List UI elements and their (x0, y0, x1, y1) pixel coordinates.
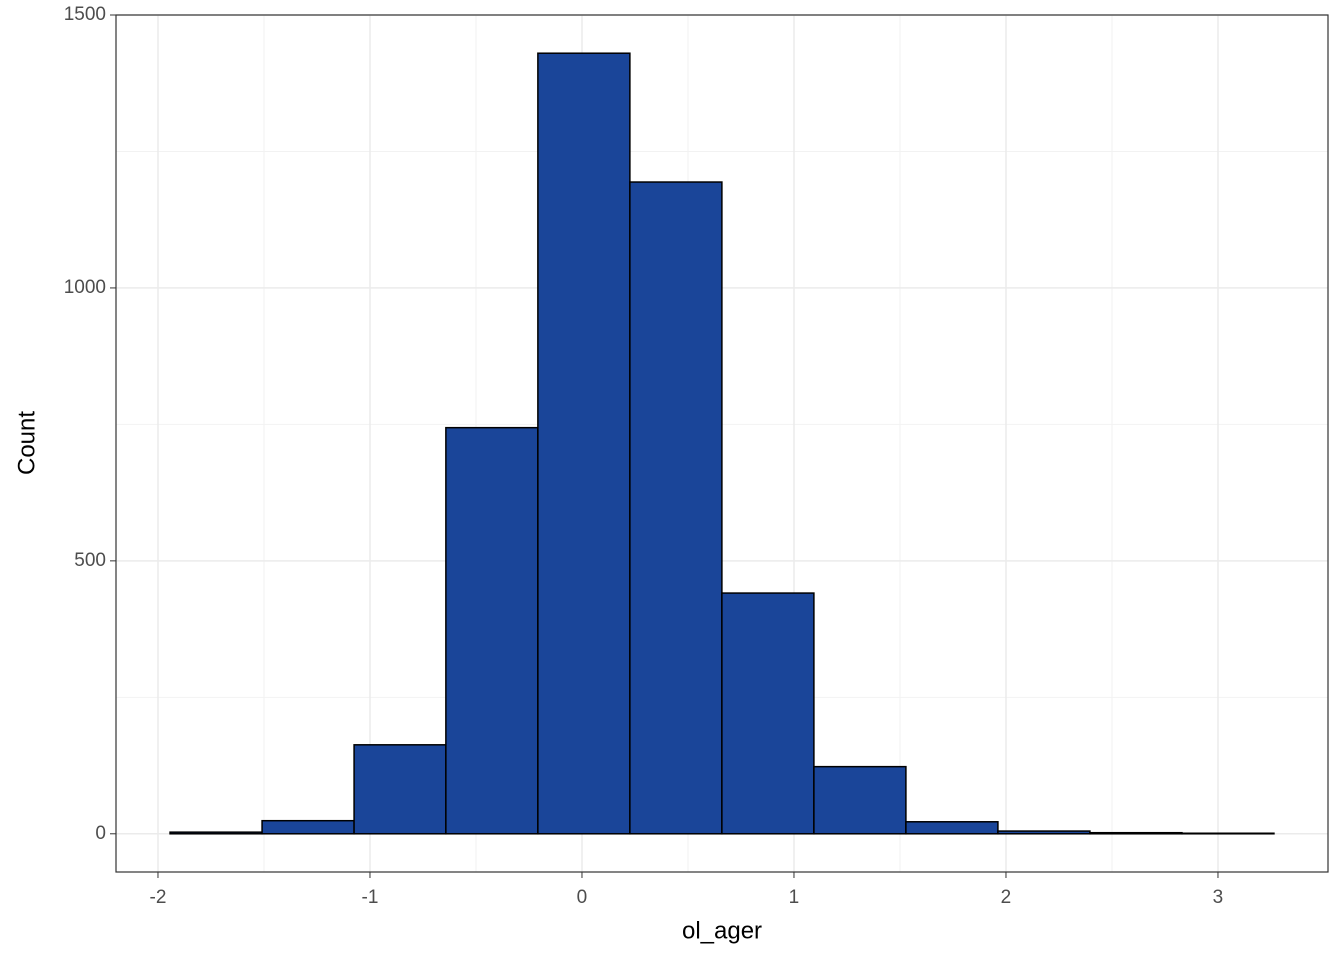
bar (721, 592, 815, 835)
bar (905, 821, 999, 835)
x-tick-label: -2 (150, 887, 167, 908)
bar (445, 426, 539, 835)
x-tick-label: 3 (1213, 887, 1224, 908)
x-tick-label: 0 (577, 887, 588, 908)
y-tick-label: 1000 (64, 277, 106, 298)
x-tick-label: 2 (1001, 887, 1012, 908)
bar (629, 181, 723, 835)
y-tick-label: 1500 (64, 4, 106, 25)
x-tick-label: -1 (362, 887, 379, 908)
y-axis-title: Count (13, 411, 40, 475)
bar (169, 831, 263, 835)
x-axis-title: ol_ager (682, 917, 762, 944)
y-tick-label: 0 (95, 823, 106, 844)
bar (353, 744, 447, 835)
bar (997, 830, 1091, 835)
bar (813, 765, 907, 835)
bar (1181, 832, 1275, 835)
bar (1089, 831, 1183, 835)
plot-border (115, 14, 1329, 873)
bar (261, 819, 355, 835)
x-tick-label: 1 (789, 887, 800, 908)
bar (537, 52, 631, 835)
y-tick-label: 500 (74, 550, 106, 571)
